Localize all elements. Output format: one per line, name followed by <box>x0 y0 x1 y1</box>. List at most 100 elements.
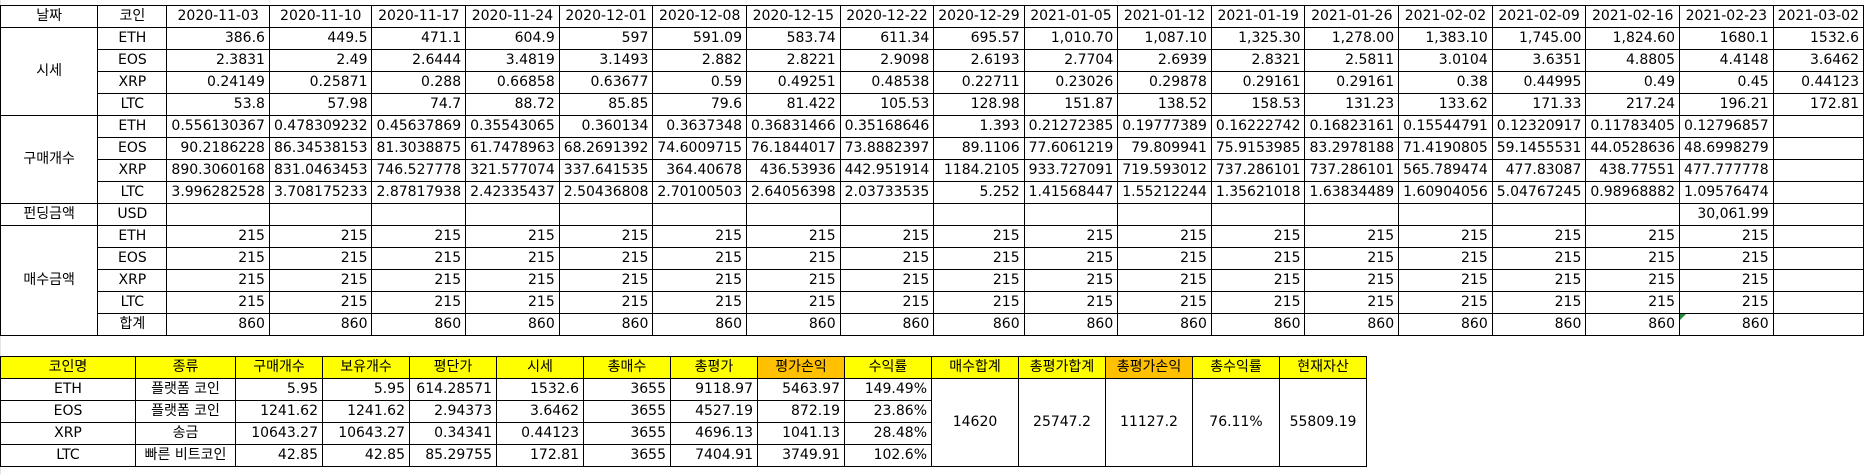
header-date-cell[interactable]: 2020-12-29 <box>933 5 1025 28</box>
coin-cell[interactable]: LTC <box>97 291 168 314</box>
value-cell[interactable]: 0.45 <box>1678 71 1774 94</box>
value-cell[interactable]: 73.8882397 <box>839 137 935 160</box>
value-cell[interactable]: 0.29161 <box>1210 71 1306 94</box>
summary-hold-count-cell[interactable]: 10643.27 <box>322 422 410 445</box>
value-cell[interactable]: 0.288 <box>371 71 467 94</box>
value-cell[interactable]: 860 <box>371 313 467 336</box>
value-cell[interactable]: 737.286101 <box>1210 159 1306 182</box>
summary-header-cell[interactable]: 종류 <box>135 356 236 379</box>
value-cell[interactable]: 75.9153985 <box>1210 137 1306 160</box>
summary-header-cell[interactable]: 매수합계 <box>931 356 1019 379</box>
value-cell[interactable]: 215 <box>371 291 467 314</box>
summary-header-cell[interactable]: 총수익률 <box>1192 356 1280 379</box>
value-cell[interactable]: 71.4190805 <box>1398 137 1493 160</box>
summary-header-cell[interactable]: 코인명 <box>0 356 136 379</box>
value-cell[interactable]: 611.34 <box>839 27 935 50</box>
value-cell[interactable]: 215 <box>839 291 935 314</box>
value-cell[interactable]: 215 <box>1585 291 1680 314</box>
value-cell[interactable]: 2.49 <box>268 49 373 72</box>
value-cell[interactable]: 1.41568447 <box>1023 181 1119 204</box>
value-cell[interactable]: 53.8 <box>166 93 270 116</box>
value-cell[interactable]: 2.87817938 <box>371 181 467 204</box>
total-total-return-cell[interactable]: 76.11% <box>1192 378 1280 467</box>
value-cell[interactable]: 133.62 <box>1398 93 1493 116</box>
value-cell[interactable]: 215 <box>652 291 747 314</box>
header-date-cell[interactable]: 2021-01-12 <box>1117 5 1212 28</box>
summary-return-cell[interactable]: 28.48% <box>844 422 932 445</box>
value-cell[interactable]: 215 <box>371 269 467 292</box>
value-cell[interactable]: 215 <box>1117 225 1212 248</box>
coin-cell[interactable]: USD <box>97 203 168 226</box>
value-cell[interactable]: 215 <box>465 225 560 248</box>
value-cell[interactable]: 890.3060168 <box>166 159 270 182</box>
value-cell[interactable] <box>166 203 270 226</box>
value-cell[interactable]: 0.3637348 <box>652 115 747 138</box>
value-cell[interactable]: 131.23 <box>1304 93 1400 116</box>
value-cell[interactable]: 59.1455531 <box>1491 137 1587 160</box>
value-cell[interactable]: 215 <box>1117 291 1212 314</box>
value-cell[interactable]: 68.2691392 <box>558 137 654 160</box>
value-cell[interactable]: 1184.2105 <box>933 159 1025 182</box>
value-cell[interactable]: 364.40678 <box>652 159 747 182</box>
value-cell[interactable]: 74.6009715 <box>652 137 747 160</box>
value-cell[interactable]: 0.38 <box>1398 71 1493 94</box>
value-cell[interactable]: 215 <box>1304 247 1400 270</box>
value-cell[interactable] <box>1585 203 1680 226</box>
value-cell[interactable] <box>1398 203 1493 226</box>
value-cell[interactable]: 172.81 <box>1772 93 1864 116</box>
value-cell[interactable]: 3.6462 <box>1772 49 1864 72</box>
value-cell[interactable]: 746.527778 <box>371 159 467 182</box>
header-date-cell[interactable]: 2021-01-26 <box>1304 5 1400 28</box>
value-cell[interactable]: 215 <box>1398 225 1493 248</box>
value-cell[interactable]: 215 <box>1678 247 1774 270</box>
summary-price-cell[interactable]: 0.44123 <box>496 422 584 445</box>
value-cell[interactable]: 215 <box>268 225 373 248</box>
value-cell[interactable]: 215 <box>558 247 654 270</box>
summary-header-cell[interactable]: 평가손익 <box>757 356 845 379</box>
value-cell[interactable]: 215 <box>933 225 1025 248</box>
value-cell[interactable]: 0.98968882 <box>1585 181 1680 204</box>
value-cell[interactable]: 719.593012 <box>1117 159 1212 182</box>
value-cell[interactable]: 215 <box>1491 247 1587 270</box>
value-cell[interactable]: 695.57 <box>933 27 1025 50</box>
value-cell[interactable]: 0.15544791 <box>1398 115 1493 138</box>
value-cell[interactable]: 215 <box>1210 269 1306 292</box>
value-cell[interactable]: 337.641535 <box>558 159 654 182</box>
value-cell[interactable]: 436.53936 <box>745 159 841 182</box>
value-cell[interactable]: 171.33 <box>1491 93 1587 116</box>
summary-header-cell[interactable]: 총평가 <box>670 356 758 379</box>
value-cell[interactable]: 1.55212244 <box>1117 181 1212 204</box>
value-cell[interactable]: 737.286101 <box>1304 159 1400 182</box>
value-cell[interactable]: 1.09576474 <box>1678 181 1774 204</box>
value-cell[interactable]: 81.3038875 <box>371 137 467 160</box>
value-cell[interactable]: 0.48538 <box>839 71 935 94</box>
header-date-cell[interactable]: 2020-11-24 <box>465 5 560 28</box>
value-cell[interactable]: 0.12320917 <box>1491 115 1587 138</box>
coin-cell[interactable]: LTC <box>97 181 168 204</box>
coin-name-cell[interactable]: ETH <box>0 378 136 401</box>
value-cell[interactable]: 831.0463453 <box>268 159 373 182</box>
value-cell[interactable] <box>1772 269 1864 292</box>
value-cell[interactable]: 57.98 <box>268 93 373 116</box>
header-date-cell[interactable]: 2021-02-23 <box>1678 5 1774 28</box>
header-date-cell[interactable]: 2021-03-02 <box>1772 5 1864 28</box>
value-cell[interactable] <box>1117 203 1212 226</box>
total-pnl-sum-cell[interactable]: 11127.2 <box>1105 378 1193 467</box>
value-cell[interactable]: 0.35543065 <box>465 115 560 138</box>
value-cell[interactable]: 215 <box>1210 291 1306 314</box>
coin-type-cell[interactable]: 빠른 비트코인 <box>135 444 236 467</box>
value-cell[interactable]: 105.53 <box>839 93 935 116</box>
value-cell[interactable] <box>1772 313 1864 336</box>
value-cell[interactable] <box>1304 203 1400 226</box>
value-cell[interactable] <box>839 203 935 226</box>
value-cell[interactable]: 438.77551 <box>1585 159 1680 182</box>
value-cell[interactable] <box>268 203 373 226</box>
value-cell[interactable] <box>745 203 841 226</box>
value-cell[interactable]: 88.72 <box>465 93 560 116</box>
header-date-cell[interactable]: 2021-02-09 <box>1491 5 1587 28</box>
group-label[interactable]: 구매개수 <box>0 115 99 204</box>
summary-avg-price-cell[interactable]: 85.29755 <box>409 444 497 467</box>
coin-type-cell[interactable]: 송금 <box>135 422 236 445</box>
value-cell[interactable]: 2.5811 <box>1304 49 1400 72</box>
summary-buy-count-cell[interactable]: 5.95 <box>235 378 323 401</box>
